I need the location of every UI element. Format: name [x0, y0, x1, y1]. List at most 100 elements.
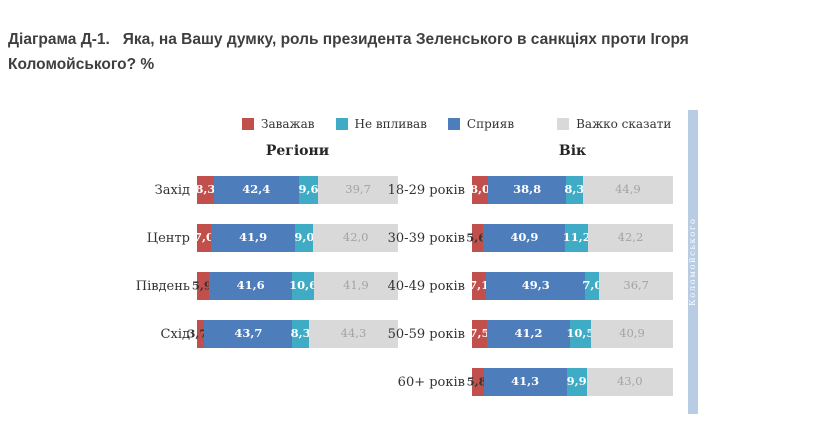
panel-regions-title: Регіони: [265, 143, 330, 159]
segment-hard-to-say: 36,7: [599, 272, 673, 300]
segment-value: 7,5: [469, 326, 490, 341]
segment-value: 41,2: [514, 326, 543, 341]
bar-row: 18-29 років 8,0 38,8 8,3 44,9: [349, 176, 673, 204]
segment-no-influence: 11,2: [562, 224, 591, 252]
segment-value: 7,1: [469, 278, 490, 293]
category-label: 40-49 років: [387, 278, 465, 294]
panel-age-title: Вік: [558, 143, 587, 159]
segment-value: 11,2: [562, 230, 591, 245]
bar-row: 30-39 років 5,6 40,9 11,2 42,2: [349, 224, 673, 252]
bar-track: 7,1 49,3 7,0 36,7: [469, 272, 673, 300]
segment-value: 43,7: [234, 326, 263, 341]
segment-favored: 41,9: [211, 224, 296, 252]
legend-swatch-no-influence: [335, 118, 348, 130]
segment-value: 44,9: [615, 182, 641, 197]
bar-track: 5,9 41,6 10,6 41,9: [192, 272, 398, 300]
segment-favored: 43,7: [204, 320, 293, 348]
segment-value: 42,2: [617, 230, 644, 245]
segment-hard-to-say: 42,2: [587, 224, 673, 252]
chart-title: Діаграма Д-1. Яка, на Вашу думку, роль п…: [8, 31, 694, 73]
category-label: Центр: [146, 230, 190, 246]
segment-value: 10,6: [289, 278, 318, 293]
bar-row: 50-59 років 7,5 41,2 10,5 40,9: [349, 320, 673, 348]
segment-value: 8,3: [290, 326, 311, 341]
segment-no-influence: 9,0: [294, 224, 314, 252]
bar-track: 7,5 41,2 10,5 40,9: [469, 320, 673, 348]
segment-no-influence: 9,9: [567, 368, 587, 396]
segment-value: 5,6: [466, 230, 487, 245]
bar-row: Захід 8,3 42,4 9,6 39,7: [74, 176, 398, 204]
segment-value: 9,6: [298, 182, 319, 197]
legend: Заважав Не впливав Сприяв Важко сказати: [242, 117, 671, 131]
legend-swatch-hindered: [242, 118, 254, 130]
segment-value: 8,3: [564, 182, 585, 197]
segment-value: 7,0: [194, 230, 215, 245]
segment-value: 42,0: [342, 230, 369, 245]
segment-value: 38,8: [513, 182, 542, 197]
bar-row: Схід 3,7 43,7 8,3 44,3: [74, 320, 398, 348]
segment-hard-to-say: 44,9: [582, 176, 673, 204]
segment-value: 7,0: [582, 278, 603, 293]
segment-value: 49,3: [521, 278, 550, 293]
segment-value: 10,5: [566, 326, 595, 341]
segment-no-influence: 10,6: [289, 272, 317, 300]
category-label: Захід: [154, 182, 190, 198]
legend-label-favored: Сприяв: [466, 117, 515, 131]
legend-label-hard-to-say: Важко сказати: [576, 117, 672, 131]
category-label: 30-39 років: [387, 230, 465, 246]
segment-value: 41,6: [236, 278, 265, 293]
bar-track: 8,3 42,4 9,6 39,7: [195, 176, 398, 204]
bar-row: Південь 5,9 41,6 10,6 41,9: [74, 272, 398, 300]
segment-value: 42,4: [242, 182, 271, 197]
segment-hindered: 5,8: [467, 368, 487, 396]
category-label: 60+ років: [397, 374, 465, 390]
bar-row: 60+ років 5,8 41,3 9,9 43,0: [349, 368, 673, 396]
segment-favored: 42,4: [213, 176, 299, 204]
segment-no-influence: 7,0: [582, 272, 603, 300]
bar-row: 40-49 років 7,1 49,3 7,0 36,7: [349, 272, 673, 300]
category-label: 50-59 років: [387, 326, 465, 342]
bar-track: 8,0 38,8 8,3 44,9: [470, 176, 673, 204]
segment-hindered: 8,0: [470, 176, 490, 204]
legend-item-no-influence: Не впливав: [335, 117, 427, 131]
bar-row: Центр 7,0 41,9 9,0 42,0: [74, 224, 398, 252]
category-label: 18-29 років: [387, 182, 465, 198]
segment-value: 43,0: [616, 374, 643, 389]
legend-swatch-hard-to-say: [557, 118, 570, 130]
segment-hard-to-say: 40,9: [590, 320, 673, 348]
segment-favored: 40,9: [483, 224, 566, 252]
segment-hard-to-say: 39,7: [318, 176, 398, 204]
segment-favored: 38,8: [488, 176, 567, 204]
segment-hard-to-say: 44,3: [308, 320, 398, 348]
segment-hard-to-say: 42,0: [313, 224, 398, 252]
bar-track: 5,6 40,9 11,2 42,2: [466, 224, 673, 252]
segment-hindered: 5,9: [192, 272, 212, 300]
category-label: Південь: [135, 278, 190, 294]
segment-no-influence: 10,5: [566, 320, 594, 348]
segment-value: 5,9: [191, 278, 212, 293]
bar-track: 5,8 41,3 9,9 43,0: [467, 368, 673, 396]
segment-hindered: 8,3: [195, 176, 215, 204]
segment-hindered: 7,5: [469, 320, 490, 348]
segment-hindered: 7,0: [194, 224, 215, 252]
segment-value: 39,7: [345, 182, 371, 197]
segment-value: 41,3: [511, 374, 540, 389]
segment-no-influence: 9,6: [298, 176, 319, 204]
legend-item-hindered: Заважав: [242, 117, 315, 131]
segment-value: 9,9: [566, 374, 587, 389]
legend-label-no-influence: Не впливав: [354, 117, 427, 131]
segment-value: 41,9: [343, 278, 369, 293]
segment-favored: 41,6: [208, 272, 293, 300]
segment-hard-to-say: 43,0: [586, 368, 673, 396]
segment-value: 41,9: [239, 230, 268, 245]
legend-item-hard-to-say: Важко сказати: [557, 117, 671, 131]
side-strip-text: Коломойського: [688, 217, 698, 307]
segment-value: 3,7: [187, 326, 208, 341]
segment-value: 44,3: [340, 326, 367, 341]
segment-value: 40,9: [619, 326, 645, 341]
panel-age: Вік 18-29 років 8,0 38,8 8,3 44,9 30-39 років…: [349, 142, 673, 416]
category-label: Схід: [160, 326, 190, 342]
side-strip: Коломойського: [688, 110, 698, 414]
segment-no-influence: 8,3: [564, 176, 585, 204]
